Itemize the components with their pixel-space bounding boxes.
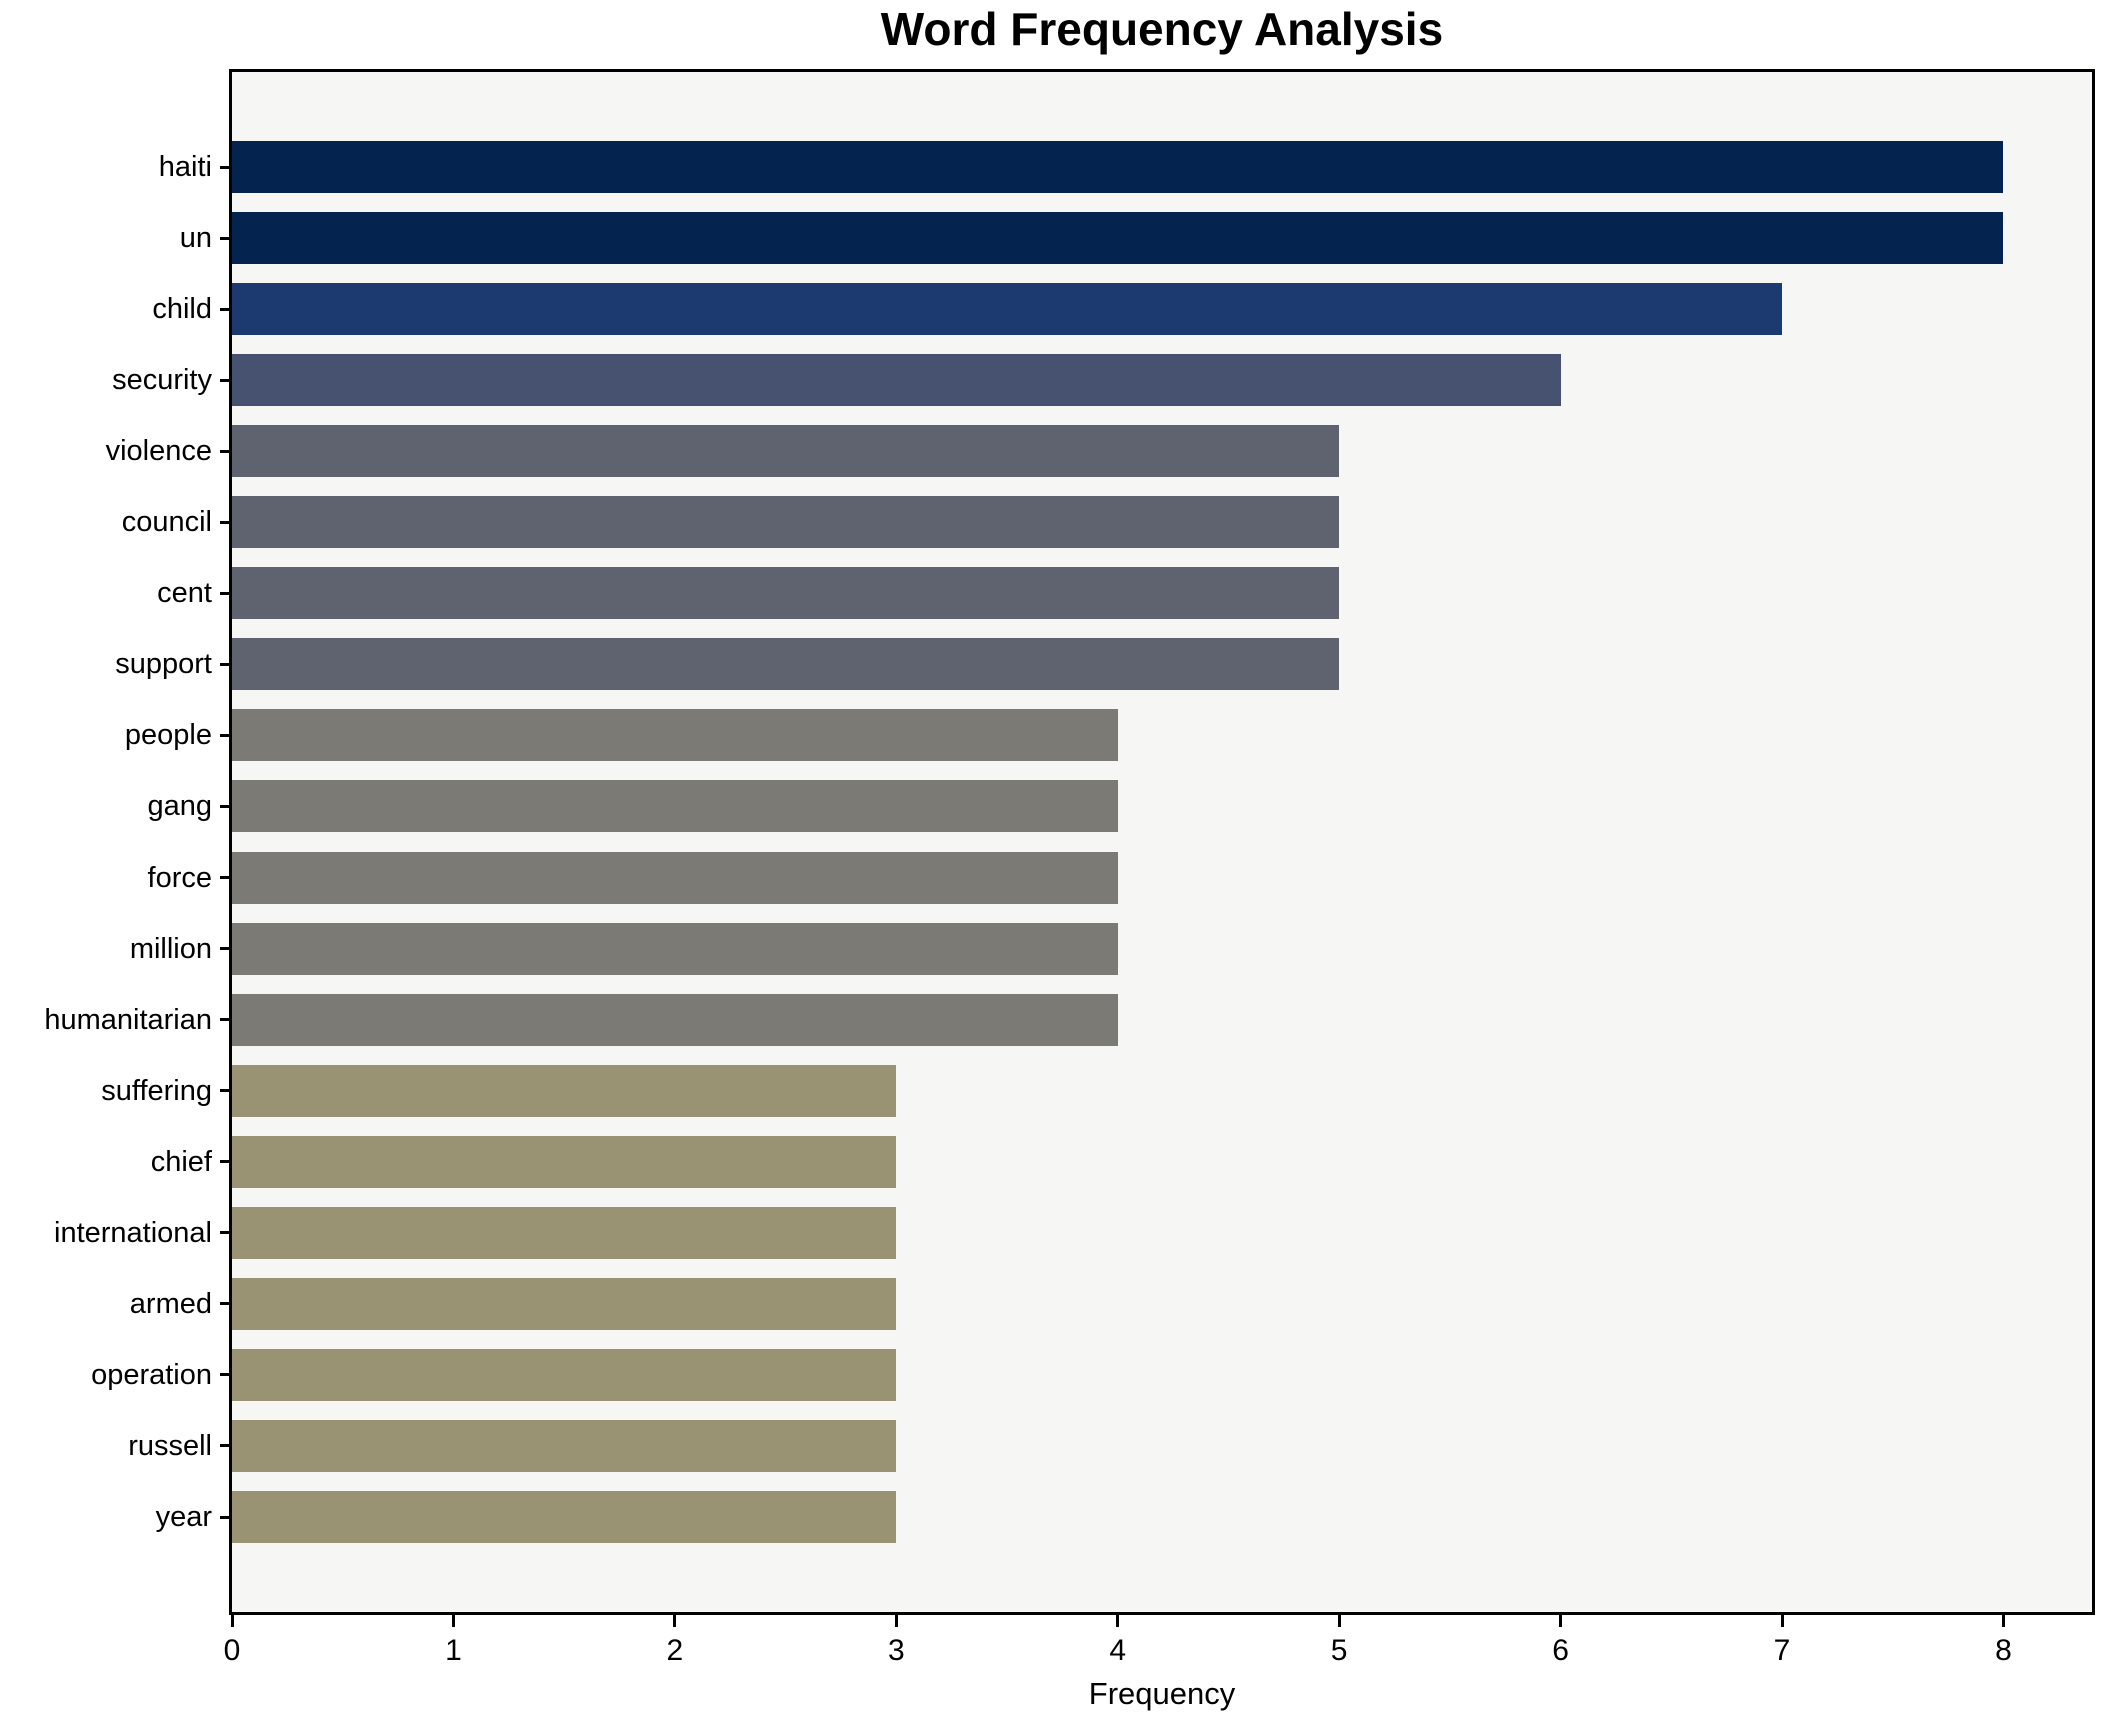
y-tick-label-humanitarian: humanitarian — [44, 1003, 212, 1036]
plot-area — [229, 69, 2095, 1615]
y-tick-mark — [220, 307, 232, 311]
y-tick-label-support: support — [115, 648, 212, 681]
bar-suffering — [232, 1064, 897, 1117]
x-tick-label-6: 6 — [1552, 1634, 1569, 1667]
bar-chief — [232, 1135, 897, 1188]
bar-armed — [232, 1277, 897, 1330]
bar-support — [232, 638, 1340, 691]
y-tick-label-haiti: haiti — [158, 151, 212, 183]
y-tick-mark — [220, 236, 232, 240]
x-tick-label-3: 3 — [887, 1634, 905, 1667]
y-tick-mark — [220, 591, 232, 595]
x-tick-mark — [230, 1615, 234, 1627]
chart-title: Word Frequency Analysis — [880, 3, 1444, 55]
bar-gang — [232, 780, 1118, 833]
y-tick-label-security: security — [112, 364, 212, 397]
y-tick-label-international: international — [54, 1216, 212, 1249]
y-tick-label-million: million — [129, 932, 212, 965]
y-tick-mark — [220, 876, 232, 880]
y-tick-mark — [220, 662, 232, 666]
y-tick-mark — [220, 1373, 232, 1377]
y-tick-label-operation: operation — [91, 1358, 212, 1391]
y-tick-label-council: council — [121, 506, 212, 539]
x-tick-mark — [1337, 1615, 1341, 1627]
x-axis-title: Frequency — [1088, 1676, 1236, 1711]
bar-humanitarian — [232, 993, 1118, 1046]
bar-un — [232, 212, 2004, 265]
y-tick-label-chief: chief — [150, 1145, 212, 1178]
y-tick-label-suffering: suffering — [101, 1074, 212, 1107]
bar-council — [232, 496, 1340, 549]
y-tick-label-violence: violence — [105, 435, 212, 468]
y-tick-mark — [220, 378, 232, 382]
y-tick-mark — [220, 1444, 232, 1448]
x-tick-mark — [1559, 1615, 1563, 1627]
bar-year — [232, 1491, 897, 1543]
y-tick-label-russell: russell — [128, 1429, 212, 1462]
y-tick-mark — [220, 1018, 232, 1022]
bar-million — [232, 922, 1118, 975]
y-tick-label-un: un — [179, 222, 212, 255]
y-tick-mark — [220, 1231, 232, 1235]
x-tick-mark — [451, 1615, 455, 1627]
x-tick-label-7: 7 — [1773, 1634, 1791, 1667]
y-tick-mark — [220, 947, 232, 951]
x-tick-mark — [1780, 1615, 1784, 1627]
y-tick-label-child: child — [152, 293, 212, 326]
bar-security — [232, 354, 1561, 407]
bar-violence — [232, 425, 1340, 478]
x-tick-label-0: 0 — [223, 1634, 241, 1667]
y-tick-mark — [220, 449, 232, 453]
x-tick-label-2: 2 — [666, 1634, 684, 1667]
x-tick-mark — [2001, 1615, 2005, 1627]
y-tick-label-cent: cent — [157, 577, 212, 610]
x-tick-mark — [1116, 1615, 1120, 1627]
y-tick-label-people: people — [124, 719, 212, 752]
bar-child — [232, 283, 1782, 336]
bar-cent — [232, 567, 1340, 620]
y-tick-mark — [220, 804, 232, 808]
bar-operation — [232, 1348, 897, 1401]
y-tick-label-year: year — [155, 1501, 212, 1533]
y-tick-mark — [220, 1515, 232, 1519]
x-tick-label-1: 1 — [445, 1634, 462, 1667]
x-tick-label-8: 8 — [1995, 1634, 2012, 1667]
y-tick-label-force: force — [147, 861, 212, 894]
y-tick-mark — [220, 1302, 232, 1306]
bar-people — [232, 709, 1118, 762]
y-tick-mark — [220, 733, 232, 737]
y-tick-mark — [220, 165, 232, 169]
bar-haiti — [232, 141, 2004, 193]
x-tick-mark — [673, 1615, 677, 1627]
y-tick-mark — [220, 1160, 232, 1164]
x-tick-label-4: 4 — [1109, 1634, 1127, 1667]
bar-force — [232, 851, 1118, 904]
y-tick-label-gang: gang — [147, 790, 212, 823]
x-tick-label-5: 5 — [1330, 1634, 1348, 1667]
y-tick-mark — [220, 1089, 232, 1093]
bar-russell — [232, 1419, 897, 1472]
bar-international — [232, 1206, 897, 1259]
y-tick-label-armed: armed — [129, 1287, 212, 1320]
x-tick-mark — [894, 1615, 898, 1627]
y-tick-mark — [220, 520, 232, 524]
